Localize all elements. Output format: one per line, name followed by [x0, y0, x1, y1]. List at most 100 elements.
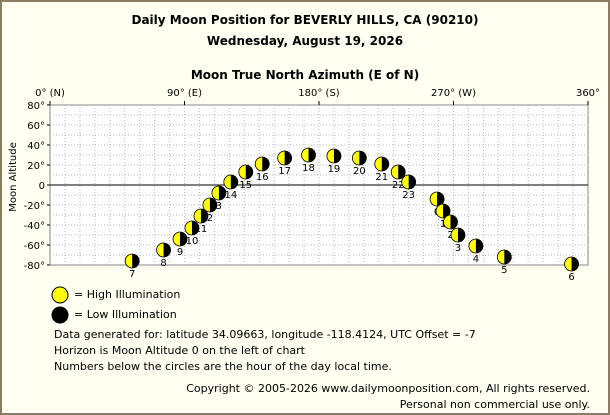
- x-tick-label: 360°: [576, 88, 600, 99]
- hour-label: 7: [129, 269, 135, 280]
- moon-dark-half: [245, 165, 253, 179]
- moon-position-point: 3: [450, 227, 466, 254]
- moon-position-point: 6: [564, 256, 579, 283]
- hour-label: 9: [177, 247, 183, 258]
- moon-dark-half: [209, 198, 217, 212]
- hour-label: 5: [501, 265, 507, 276]
- moon-dark-half: [457, 228, 465, 242]
- moon-position-point: 9: [172, 231, 188, 258]
- hour-label: 3: [216, 201, 222, 212]
- moon-dark-half: [398, 165, 406, 179]
- moon-dark-half: [475, 239, 483, 253]
- hour-label: 4: [473, 254, 479, 265]
- copyright-text: Copyright © 2005-2026 www.dailymoonposit…: [186, 382, 590, 395]
- moon-dark-half: [443, 204, 451, 218]
- moon-position-point: 2: [202, 197, 218, 224]
- moon-dark-half: [381, 157, 389, 172]
- moon-position-point: 3: [211, 185, 227, 212]
- moon-dark-half: [200, 209, 208, 223]
- chart-grid: [49, 104, 589, 266]
- hour-label: 19: [328, 164, 341, 175]
- moon-position-point: 10: [184, 220, 200, 247]
- note-location: Data generated for: latitude 34.09663, l…: [54, 328, 476, 341]
- x-tick-label: 180° (S): [298, 88, 340, 99]
- hour-label: 16: [256, 172, 269, 183]
- hour-label: 10: [186, 236, 199, 247]
- moon-position-point: 19: [326, 148, 342, 175]
- hour-label: 2: [207, 213, 213, 224]
- high-illumination-icon: [51, 286, 69, 304]
- moon-position-point: 7: [124, 253, 140, 280]
- hour-label: 21: [375, 172, 388, 183]
- moon-dark-half: [504, 250, 512, 264]
- moon-position-point: 5: [496, 249, 512, 276]
- moon-position-point: 17: [277, 150, 293, 177]
- moon-dark-half: [163, 243, 171, 257]
- moon-dark-half: [284, 151, 292, 165]
- moon-position-point: 15: [238, 164, 254, 191]
- hour-label: 6: [568, 272, 574, 283]
- chart-title: Daily Moon Position for BEVERLY HILLS, C…: [131, 13, 479, 27]
- y-tick-label: -80°: [24, 261, 45, 272]
- y-tick-label: -20°: [24, 201, 45, 212]
- chart-marks: 789101123141516171819202122230123456: [124, 147, 579, 283]
- y-tick-label: 0: [39, 181, 45, 192]
- hour-label: 2: [447, 230, 453, 241]
- moon-position-point: 14: [223, 174, 239, 201]
- hour-label: 11: [195, 224, 208, 235]
- x-axis-label: Moon True North Azimuth (E of N): [190, 68, 420, 82]
- y-tick-label: 40°: [27, 141, 45, 152]
- y-tick-label: 20°: [27, 161, 45, 172]
- y-tick-label: 60°: [27, 121, 45, 132]
- chart-ticks: 0° (N) 90° (E) 180° (S) 270° (W) 360° 80° 60° 4…: [24, 88, 600, 272]
- moon-dark-half: [230, 175, 238, 189]
- moon-position-point: 23: [401, 174, 417, 201]
- hour-label: 20: [353, 166, 366, 177]
- moon-dark-half: [191, 221, 199, 235]
- legend-high-label: = High Illumination: [74, 288, 181, 301]
- moon-dark-half: [571, 257, 579, 271]
- y-tick-label: 80°: [27, 101, 45, 112]
- low-illumination-icon: [51, 306, 69, 324]
- y-tick-label: -60°: [24, 241, 45, 252]
- moon-position-point: 2: [443, 214, 458, 241]
- x-tick-label: 90° (E): [167, 88, 202, 99]
- moon-dark-half: [408, 175, 416, 189]
- moon-position-chart: 0° (N) 90° (E) 180° (S) 270° (W) 360° 80° 60° 4…: [8, 88, 600, 283]
- x-tick-label: 0° (N): [35, 88, 65, 99]
- chart-date: Wednesday, August 19, 2026: [206, 34, 404, 48]
- hour-label: 8: [160, 258, 166, 269]
- moon-position-point: 4: [468, 238, 484, 265]
- hour-label: 15: [239, 180, 252, 191]
- moon-position-point: 1: [435, 203, 451, 230]
- moon-dark-half: [180, 232, 188, 246]
- moon-dark-half: [437, 192, 445, 206]
- hour-label: 22: [392, 180, 405, 191]
- hour-label: 1: [440, 219, 446, 230]
- hour-label: 23: [402, 190, 415, 201]
- y-tick-label: -40°: [24, 221, 45, 232]
- moon-dark-half: [132, 254, 140, 268]
- hour-label: 14: [224, 190, 237, 201]
- moon-dark-half: [333, 149, 341, 163]
- moon-dark-half: [262, 157, 270, 172]
- usage-text: Personal non commercial use only.: [399, 398, 590, 411]
- moon-dark-half: [218, 186, 226, 200]
- moon-position-point: 18: [301, 147, 316, 174]
- hour-label: 17: [278, 166, 291, 177]
- moon-position-point: 8: [156, 242, 171, 269]
- x-tick-label: 270° (W): [431, 88, 476, 99]
- hour-label: 18: [302, 163, 315, 174]
- moon-dark-half: [308, 148, 316, 162]
- legend-low-label: = Low Illumination: [74, 308, 177, 321]
- moon-position-point: 21: [374, 156, 390, 183]
- note-hours: Numbers below the circles are the hour o…: [54, 360, 392, 373]
- note-horizon: Horizon is Moon Altitude 0 on the left o…: [54, 344, 305, 357]
- moon-dark-half: [359, 151, 367, 165]
- moon-position-point: 16: [254, 156, 270, 183]
- moon-position-point: 11: [193, 208, 209, 235]
- moon-position-point: 22: [390, 164, 406, 191]
- moon-position-point: 20: [351, 150, 367, 177]
- moon-dark-half: [450, 215, 458, 229]
